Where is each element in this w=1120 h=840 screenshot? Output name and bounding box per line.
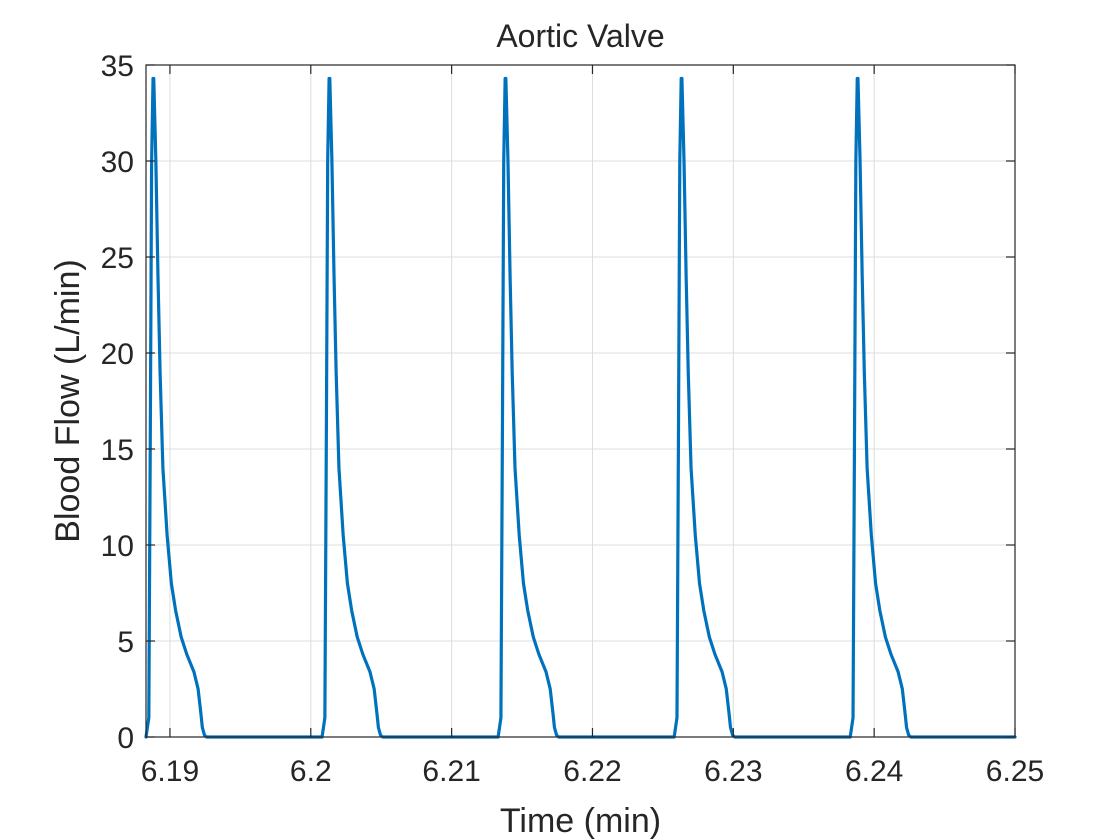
- chart-title: Aortic Valve: [496, 18, 664, 54]
- series-line: [144, 76, 1017, 739]
- x-tick-label: 6.23: [704, 755, 762, 788]
- y-axis-label: Blood Flow (L/min): [49, 259, 87, 542]
- y-tick-label: 25: [101, 242, 134, 275]
- x-tick-label: 6.24: [845, 755, 903, 788]
- plot-area: [146, 65, 1015, 737]
- plot-frame: [145, 64, 1016, 738]
- x-tick-label: 6.22: [563, 755, 621, 788]
- y-tick-label: 10: [101, 530, 134, 563]
- y-tick-label: 15: [101, 434, 134, 467]
- y-tick-label: 5: [117, 626, 134, 659]
- x-tick-label: 6.19: [141, 755, 199, 788]
- x-tick-label: 6.21: [422, 755, 480, 788]
- x-tick-label: 6.2: [290, 755, 332, 788]
- y-tick-label: 0: [117, 722, 134, 755]
- x-tick-label: 6.25: [986, 755, 1044, 788]
- y-tick-label: 30: [101, 146, 134, 179]
- ticks: 6.19 6.2 6.21 6.22 6.23 6.24 6.25 0 5 10 15 20 25 30 3…: [101, 50, 1045, 788]
- y-tick-label: 35: [101, 50, 134, 83]
- y-tick-label: 20: [101, 338, 134, 371]
- x-axis-label: Time (min): [500, 802, 661, 840]
- series-layer: [144, 76, 1017, 739]
